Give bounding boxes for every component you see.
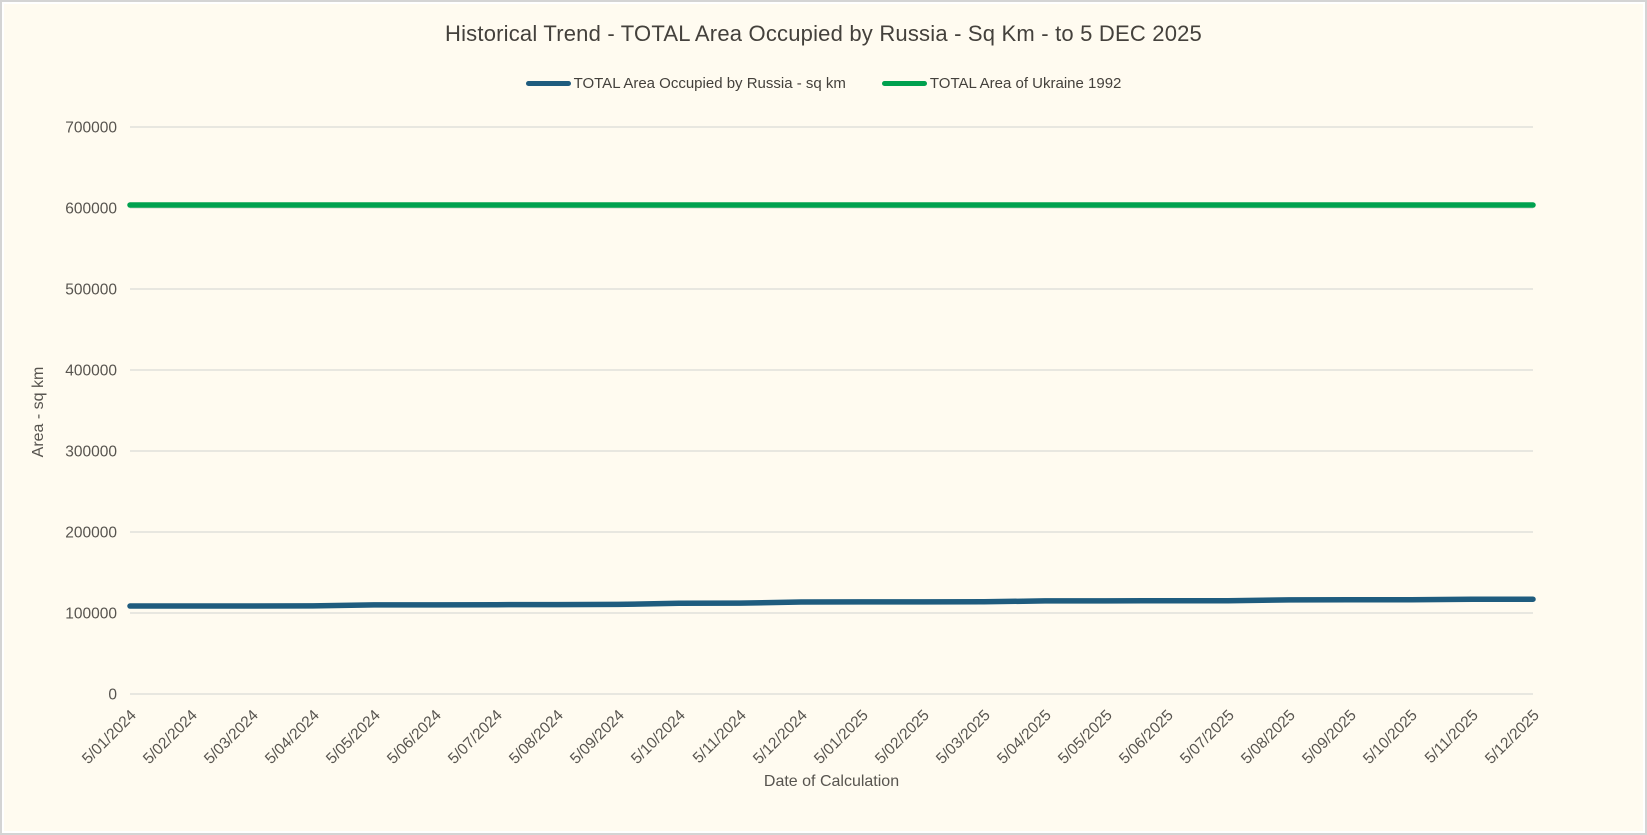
- x-tick-label: 5/10/2025: [1360, 707, 1421, 768]
- legend-label-ukraine: TOTAL Area of Ukraine 1992: [929, 75, 1122, 92]
- legend-label-russia: TOTAL Area Occupied by Russia - sq km: [573, 75, 846, 92]
- y-tick-label: 100000: [65, 606, 117, 623]
- chart-title: Historical Trend - TOTAL Area Occupied b…: [445, 21, 1202, 46]
- x-tick-label: 5/01/2025: [811, 707, 872, 768]
- x-tick-label: 5/07/2025: [1177, 707, 1238, 768]
- legend-item-russia: TOTAL Area Occupied by Russia - sq km: [525, 75, 846, 92]
- legend-swatch-russia-icon: [525, 81, 571, 86]
- x-tick-label: 5/02/2025: [872, 707, 933, 768]
- y-tick-label: 600000: [65, 201, 117, 218]
- legend-swatch-ukraine-icon: [881, 81, 927, 86]
- x-tick-label: 5/09/2025: [1299, 707, 1360, 768]
- x-tick-label: 5/04/2024: [262, 707, 323, 768]
- x-tick-label: 5/12/2024: [750, 707, 811, 768]
- y-axis-title: Area - sq km: [30, 366, 47, 458]
- x-tick-label: 5/01/2024: [79, 707, 140, 768]
- x-tick-label: 5/07/2024: [445, 707, 506, 768]
- x-tick-label: 5/10/2024: [628, 707, 689, 768]
- x-tick-label: 5/02/2024: [140, 707, 201, 768]
- series-line-0: [127, 596, 1536, 609]
- y-tick-label: 200000: [65, 525, 117, 542]
- x-tick-label: 5/08/2025: [1238, 707, 1299, 768]
- y-tick-label: 400000: [65, 363, 117, 380]
- y-tick-label: 300000: [65, 444, 117, 461]
- x-tick-label: 5/06/2025: [1116, 707, 1177, 768]
- x-tick-label: 5/11/2024: [690, 707, 750, 767]
- x-tick-label: 5/12/2025: [1482, 707, 1543, 768]
- legend: TOTAL Area Occupied by Russia - sq km TO…: [2, 75, 1645, 92]
- x-tick-label: 5/11/2025: [1422, 707, 1482, 767]
- x-axis-title: Date of Calculation: [763, 773, 900, 790]
- x-tick-label: 5/04/2025: [994, 707, 1055, 768]
- x-tick-label: 5/08/2024: [506, 707, 567, 768]
- x-tick-label: 5/03/2024: [201, 707, 262, 768]
- legend-item-ukraine: TOTAL Area of Ukraine 1992: [881, 75, 1122, 92]
- x-tick-label: 5/03/2025: [933, 707, 994, 768]
- x-tick-label: 5/06/2024: [384, 707, 445, 768]
- y-tick-label: 0: [108, 687, 117, 704]
- x-tick-label: 5/05/2024: [323, 707, 384, 768]
- y-tick-label: 700000: [65, 120, 117, 137]
- y-tick-label: 500000: [65, 282, 117, 299]
- x-tick-label: 5/05/2025: [1055, 707, 1116, 768]
- x-tick-label: 5/09/2024: [567, 707, 628, 768]
